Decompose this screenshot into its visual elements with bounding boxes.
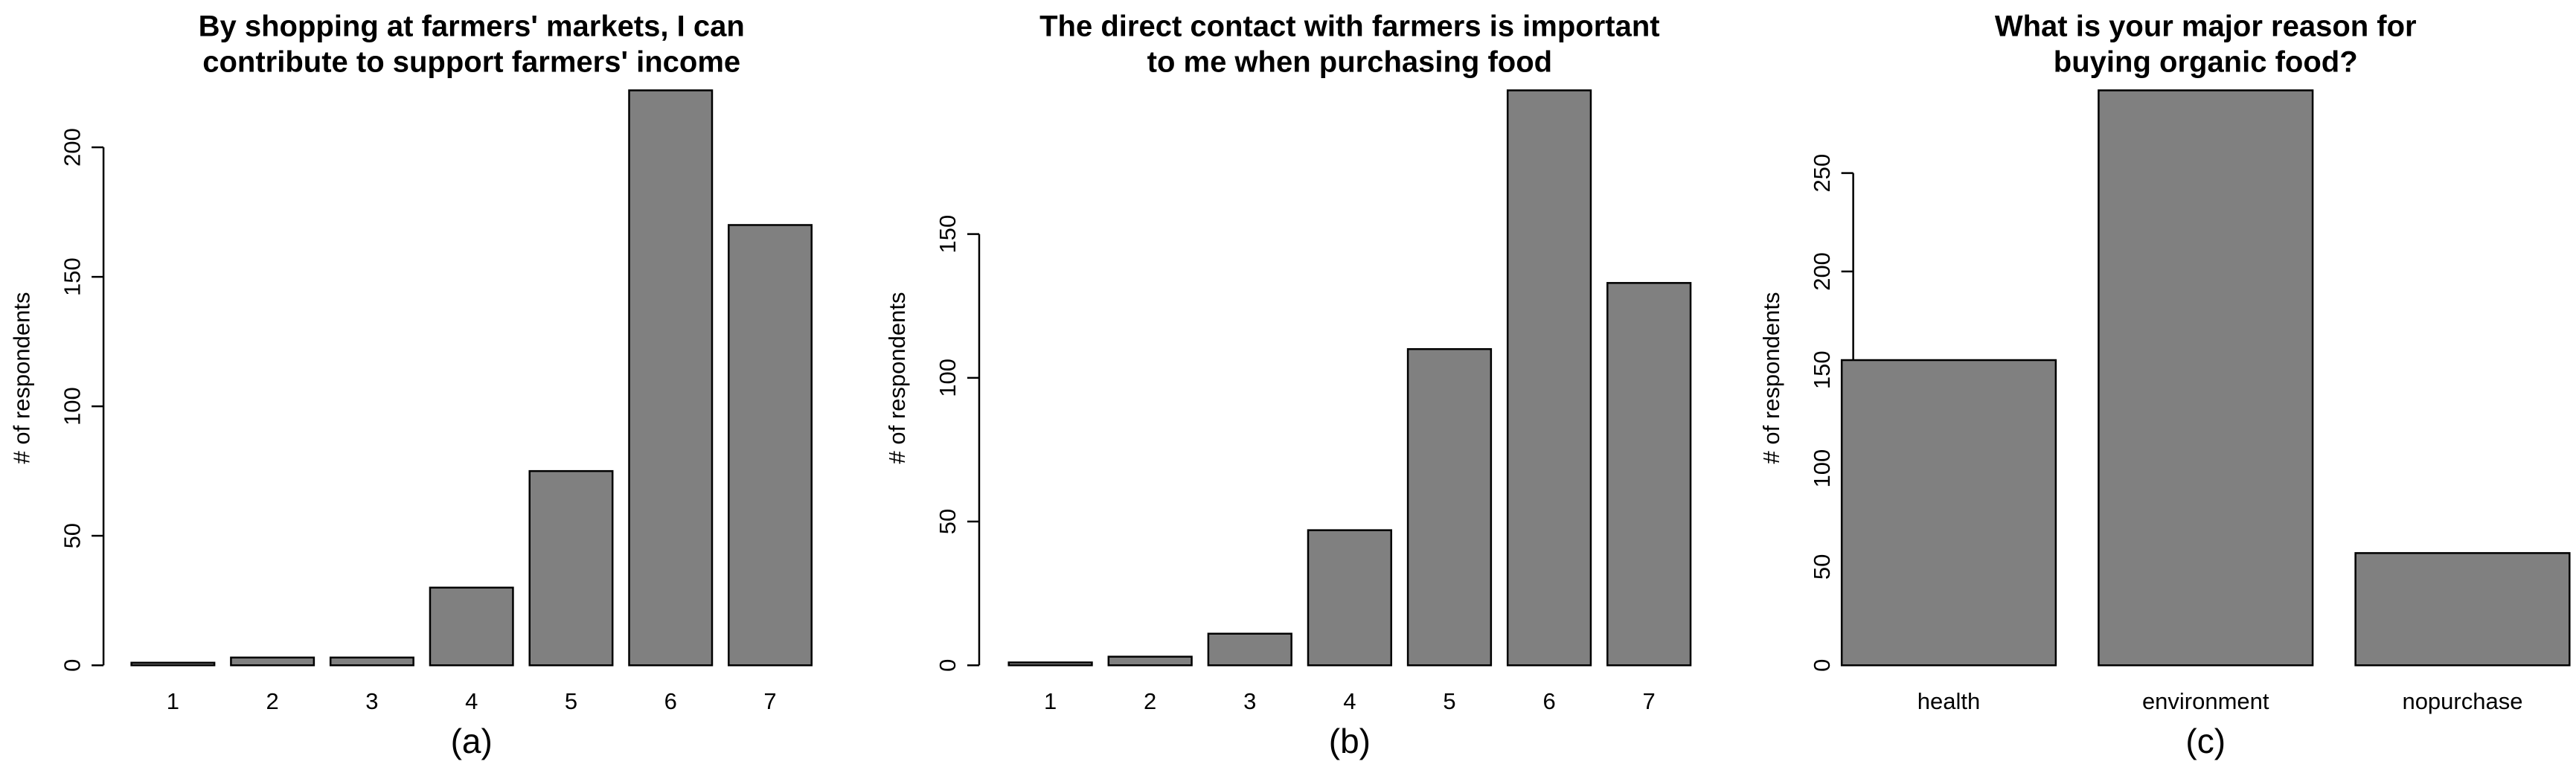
- x-tick-label: 6: [1542, 688, 1555, 714]
- y-axis-label: # of respondents: [8, 292, 34, 464]
- x-tick-label: 4: [1343, 688, 1356, 714]
- bar: [1606, 282, 1692, 667]
- y-tick-label: 0: [59, 659, 85, 672]
- bar: [1506, 89, 1592, 667]
- x-tick-label: 2: [266, 688, 279, 714]
- y-tick-label: 250: [1809, 154, 1835, 193]
- x-tick-label: 6: [664, 688, 677, 714]
- chart-title: buying organic food?: [2054, 46, 2358, 79]
- bar: [1840, 359, 2057, 667]
- x-tick-label: 7: [1643, 688, 1656, 714]
- x-tick-label: 3: [1243, 688, 1256, 714]
- panel-caption: (b): [1329, 722, 1371, 760]
- x-tick-label: 7: [763, 688, 776, 714]
- chart-title: By shopping at farmers' markets, I can: [199, 10, 745, 43]
- x-tick-label: 2: [1144, 688, 1156, 714]
- chart-title: contribute to support farmers' income: [202, 46, 740, 79]
- x-tick-label: 5: [565, 688, 577, 714]
- bar: [1007, 661, 1093, 667]
- y-tick-label: 100: [59, 387, 85, 426]
- x-tick-label: 1: [167, 688, 179, 714]
- bar: [628, 89, 714, 667]
- panel-caption: (a): [451, 722, 493, 760]
- bar: [2354, 552, 2571, 667]
- bar: [528, 469, 614, 667]
- x-tick-label: health: [1917, 688, 1980, 714]
- panel-caption: (c): [2185, 722, 2226, 760]
- chart-title: to me when purchasing food: [1147, 46, 1552, 79]
- chart-title: The direct contact with farmers is impor…: [1039, 10, 1660, 43]
- y-axis-label: # of respondents: [1758, 292, 1784, 464]
- y-tick-label: 0: [1809, 659, 1835, 672]
- bar: [230, 656, 315, 667]
- y-tick-label: 50: [1809, 554, 1835, 580]
- y-tick-label: 200: [1809, 252, 1835, 291]
- x-tick-label: environment: [2142, 688, 2269, 714]
- y-tick-label: 100: [1809, 449, 1835, 488]
- x-tick-label: 5: [1443, 688, 1455, 714]
- y-tick-label: 150: [59, 257, 85, 296]
- bar: [1107, 655, 1193, 667]
- x-tick-label: 4: [465, 688, 478, 714]
- bar: [329, 656, 414, 667]
- x-tick-label: 3: [365, 688, 378, 714]
- bar: [2098, 89, 2314, 667]
- y-axis-label: # of respondents: [884, 292, 910, 464]
- x-tick-label: nopurchase: [2402, 688, 2522, 714]
- y-tick-label: 200: [59, 128, 85, 167]
- bar: [1307, 529, 1392, 667]
- bar: [728, 224, 813, 667]
- bar: [1207, 632, 1292, 667]
- y-tick-label: 50: [59, 523, 85, 548]
- bar: [130, 661, 216, 667]
- y-tick-label: 50: [935, 509, 961, 534]
- x-tick-label: 1: [1044, 688, 1057, 714]
- bar: [429, 586, 514, 667]
- y-tick-label: 150: [935, 215, 961, 254]
- y-tick-label: 100: [935, 359, 961, 397]
- y-tick-label: 0: [935, 659, 961, 672]
- bar: [1406, 347, 1493, 667]
- y-tick-label: 150: [1809, 350, 1835, 389]
- chart-title: What is your major reason for: [1995, 10, 2417, 43]
